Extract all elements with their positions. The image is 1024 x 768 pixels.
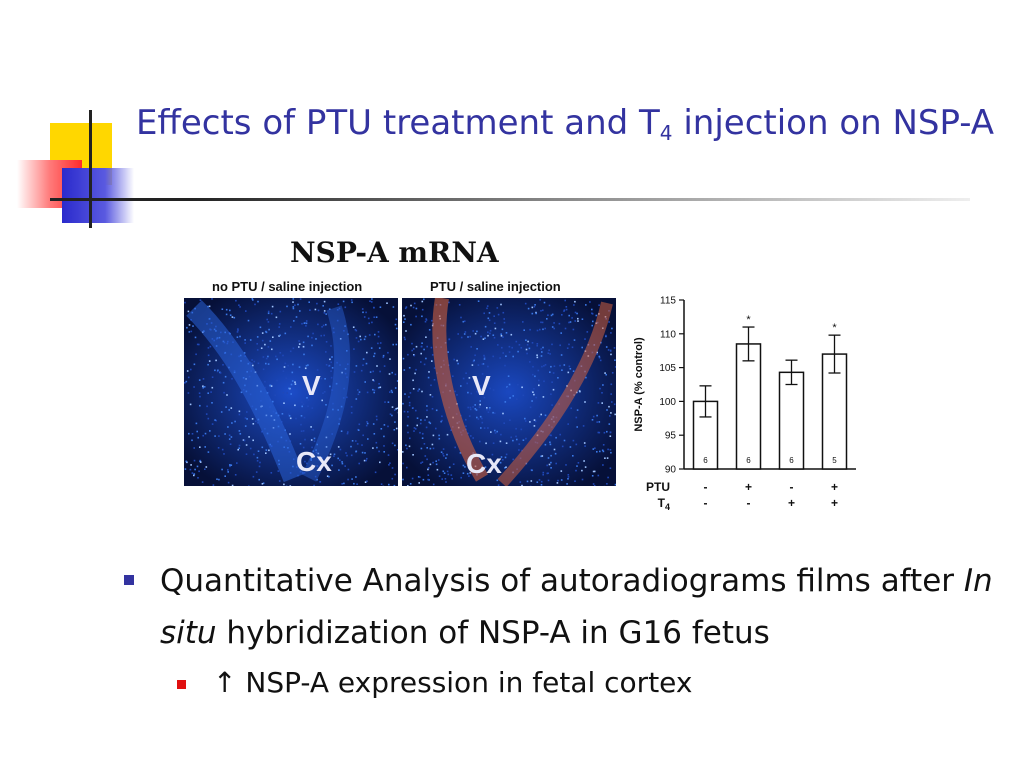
decor-vertical-line xyxy=(89,110,92,228)
figure-title: NSP-A mRNA xyxy=(290,236,499,269)
n-label: 6 xyxy=(746,456,751,465)
t4-value: - xyxy=(747,496,751,510)
ptu-value: + xyxy=(831,480,838,494)
bullet-main-text-end: hybridization of NSP-A in G16 fetus xyxy=(216,615,770,651)
autoradiogram-ptu-image: V Cx xyxy=(402,298,616,486)
sub-bullet-square-icon xyxy=(177,680,186,689)
significance-marker: * xyxy=(832,322,837,334)
n-label: 6 xyxy=(703,456,708,465)
n-label: 6 xyxy=(789,456,794,465)
y-tick-label: 90 xyxy=(665,465,677,476)
bullet-list: Quantitative Analysis of autoradiograms … xyxy=(120,555,1000,703)
t4-value: - xyxy=(704,496,708,510)
t4-row-label-base: T xyxy=(658,496,666,510)
bar xyxy=(778,371,805,470)
up-arrow-icon: ↑ xyxy=(213,666,237,699)
autoradiogram-ptu-graphic xyxy=(402,298,616,486)
title-text-start: Effects of PTU treatment and T xyxy=(135,103,660,143)
ptu-row-label: PTU xyxy=(646,480,670,494)
t4-value: + xyxy=(831,496,838,510)
t4-row-label-subscript: 4 xyxy=(665,502,670,512)
cortex-label: Cx xyxy=(466,448,502,479)
ventricle-label: V xyxy=(302,370,321,401)
title-subscript: 4 xyxy=(659,121,673,145)
bar xyxy=(735,343,762,470)
y-tick-label: 95 xyxy=(665,431,677,442)
bullet-main-text-start: Quantitative Analysis of autoradiograms … xyxy=(160,563,964,599)
panel-label-ptu: PTU / saline injection xyxy=(430,279,561,294)
autoradiogram-control-graphic xyxy=(184,298,398,486)
y-tick-label: 100 xyxy=(659,397,676,408)
title-text-end: injection on NSP-A xyxy=(672,103,995,143)
bullet-sub-text: NSP-A expression in fetal cortex xyxy=(236,666,693,699)
bar-chart: 90 95 100 105 110 115 NSP-A (% control) 6 - - * 6 + -… xyxy=(633,296,856,512)
t4-row-label: T4 xyxy=(658,496,670,512)
title-divider-line xyxy=(50,198,970,201)
bullet-square-icon xyxy=(124,575,134,585)
n-label: 5 xyxy=(832,456,837,465)
slide-title: Effects of PTU treatment and T4 injectio… xyxy=(130,100,1000,146)
bullet-item-sub: ↑ NSP-A expression in fetal cortex xyxy=(120,663,1000,703)
ptu-value: - xyxy=(704,480,708,494)
ptu-value: - xyxy=(790,480,794,494)
ptu-value: + xyxy=(745,480,752,494)
y-tick-label: 115 xyxy=(660,296,676,307)
significance-marker: * xyxy=(746,314,751,326)
y-tick-label: 110 xyxy=(660,329,676,340)
decor-blue-square xyxy=(62,168,134,223)
bullet-main-italic: In situ xyxy=(160,563,993,651)
autoradiogram-control-image: V Cx xyxy=(184,298,398,486)
bullet-item-main: Quantitative Analysis of autoradiograms … xyxy=(120,555,1000,659)
t4-value: + xyxy=(788,496,795,510)
y-tick-label: 105 xyxy=(659,363,676,374)
panel-label-control: no PTU / saline injection xyxy=(212,279,363,294)
cortex-label: Cx xyxy=(296,446,332,477)
y-axis-label: NSP-A (% control) xyxy=(633,337,645,432)
ventricle-label: V xyxy=(472,370,491,401)
